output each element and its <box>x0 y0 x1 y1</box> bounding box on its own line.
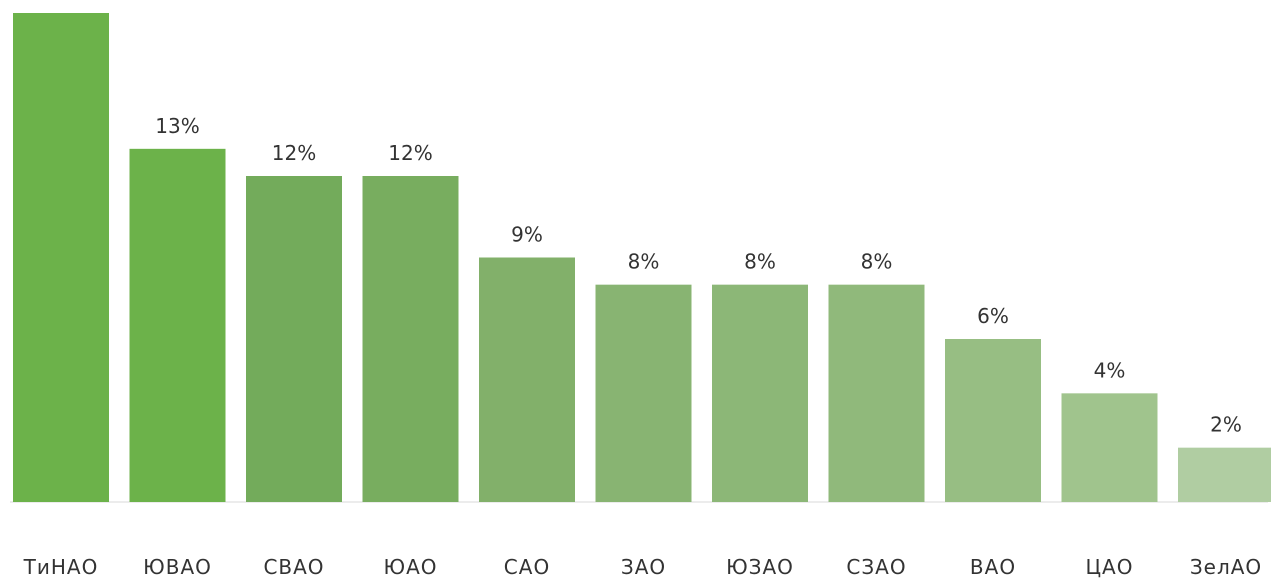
category-label-7: ЮЗАО <box>726 555 794 579</box>
bar-2 <box>129 148 226 503</box>
category-label-9: ВАО <box>970 555 1016 579</box>
category-label-6: ЗАО <box>621 555 666 579</box>
value-labels-group: 13% 12% 12% 9% 8% 8% 8% 6% 4% 2% <box>155 114 1242 437</box>
value-label-7: 8% <box>744 250 776 274</box>
value-label-4: 12% <box>388 141 432 165</box>
category-label-3: СВАО <box>263 555 324 579</box>
value-label-8: 8% <box>861 250 893 274</box>
category-label-11: ЗелАО <box>1190 555 1262 579</box>
value-label-10: 4% <box>1094 358 1126 382</box>
value-label-5: 9% <box>511 223 543 247</box>
value-label-2: 13% <box>155 114 199 138</box>
bar-4 <box>362 176 459 502</box>
category-label-2: ЮВАО <box>143 555 212 579</box>
category-label-4: ЮАО <box>383 555 437 579</box>
value-label-9: 6% <box>977 304 1009 328</box>
bar-3 <box>246 176 342 502</box>
bar-9 <box>945 339 1041 502</box>
category-label-5: САО <box>504 555 550 579</box>
bar-7 <box>712 284 808 502</box>
bar-11 <box>1178 447 1271 502</box>
category-label-1: ТиНАО <box>23 555 99 579</box>
bar-6 <box>595 284 692 502</box>
category-labels-group: ТиНАО ЮВАО СВАО ЮАО САО ЗАО ЮЗАО СЗАО ВАО ЦАО ЗелА… <box>23 555 1262 579</box>
bar-10 <box>1061 393 1158 502</box>
bar-5 <box>479 257 575 502</box>
bars-group <box>13 13 1271 503</box>
value-label-11: 2% <box>1210 413 1242 437</box>
value-label-6: 8% <box>628 250 660 274</box>
category-label-8: СЗАО <box>846 555 906 579</box>
category-label-10: ЦАО <box>1086 555 1134 579</box>
value-label-3: 12% <box>272 141 316 165</box>
bar-1 <box>13 13 109 502</box>
bar-8 <box>828 284 925 502</box>
